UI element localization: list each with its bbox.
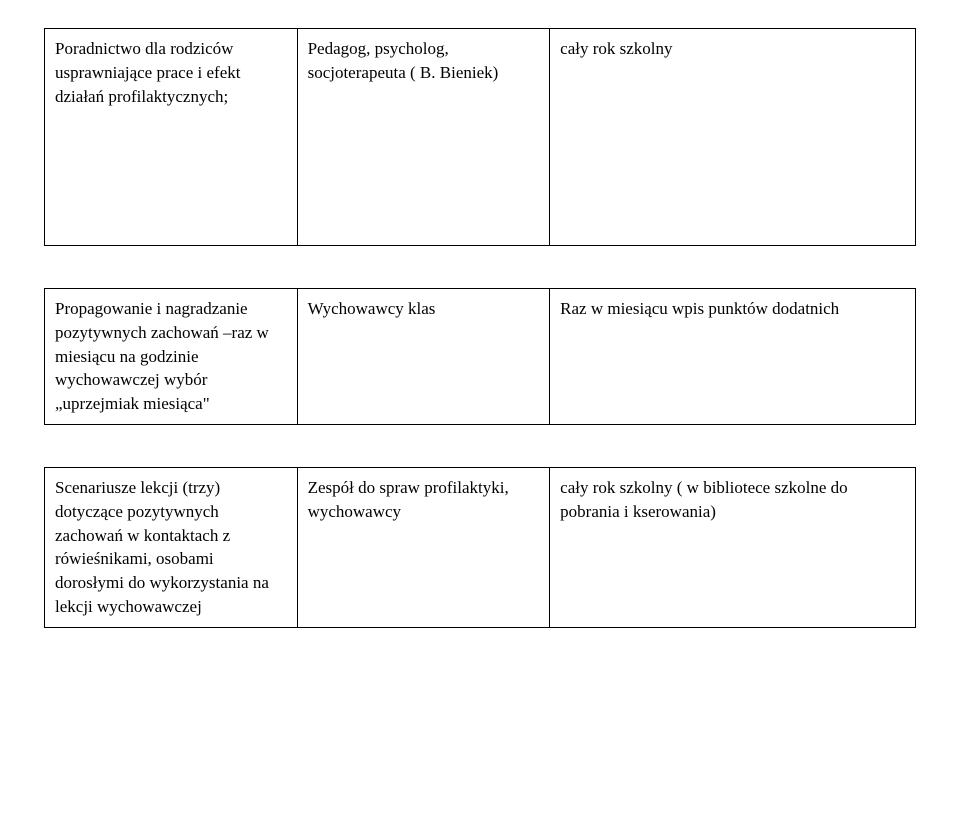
cell-term: Raz w miesiącu wpis punktów dodatnich <box>550 289 916 425</box>
table-row: Propagowanie i nagradzanie pozytywnych z… <box>45 289 916 425</box>
document-page: Poradnictwo dla rodziców usprawniające p… <box>0 0 960 839</box>
cell-activity: Propagowanie i nagradzanie pozytywnych z… <box>45 289 298 425</box>
table-spacer <box>45 246 916 289</box>
cell-activity: Poradnictwo dla rodziców usprawniające p… <box>45 29 298 246</box>
cell-responsible: Pedagog, psycholog, socjoterapeuta ( B. … <box>297 29 550 246</box>
table-row: Scenariusze lekcji (trzy) dotyczące pozy… <box>45 467 916 627</box>
cell-term: cały rok szkolny ( w bibliotece szkolne … <box>550 467 916 627</box>
table-row: Poradnictwo dla rodziców usprawniające p… <box>45 29 916 246</box>
content-table: Poradnictwo dla rodziców usprawniające p… <box>44 28 916 662</box>
cell-responsible: Zespół do spraw profilaktyki, wychowawcy <box>297 467 550 627</box>
table-spacer <box>45 627 916 662</box>
table-spacer <box>45 424 916 467</box>
cell-responsible: Wychowawcy klas <box>297 289 550 425</box>
cell-term: cały rok szkolny <box>550 29 916 246</box>
cell-activity: Scenariusze lekcji (trzy) dotyczące pozy… <box>45 467 298 627</box>
